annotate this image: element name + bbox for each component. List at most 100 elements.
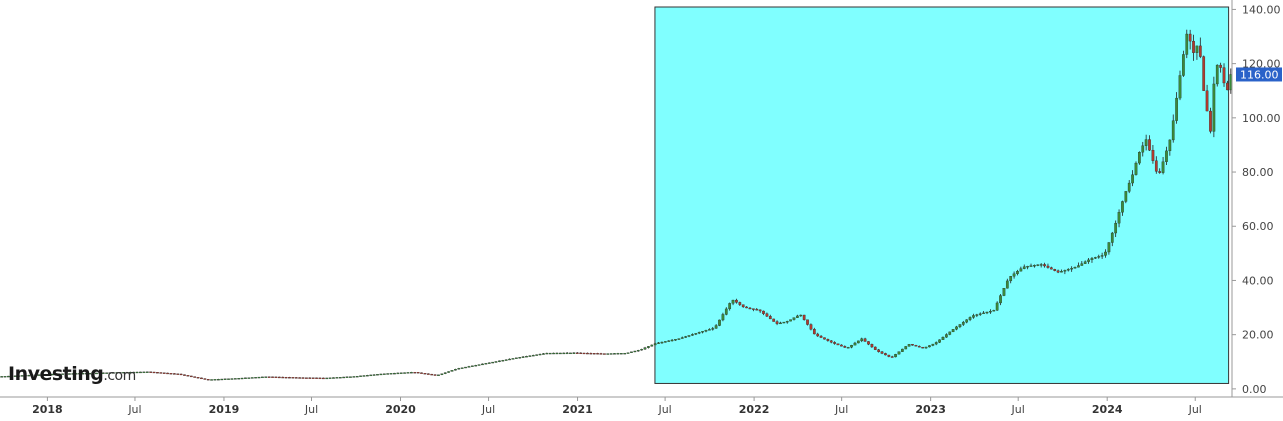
candle-body <box>1219 64 1222 68</box>
candle-body <box>1182 54 1185 76</box>
candle-body <box>477 364 481 366</box>
x-axis: 2018 Jul 2019 Jul 2020 Jul 2021 Jul 2022 Jul 2023 J… <box>0 396 1283 416</box>
candle-body <box>799 314 803 317</box>
candle-body <box>1127 182 1131 192</box>
candle-body <box>592 353 596 355</box>
candle-body <box>955 326 958 330</box>
candle-body <box>1192 40 1195 53</box>
candle-body <box>518 357 522 359</box>
candle-body <box>40 374 44 376</box>
candle-body <box>1212 83 1216 132</box>
candle-body <box>897 351 901 355</box>
candle-body <box>829 340 833 343</box>
candle-body <box>1205 90 1209 112</box>
candle-body <box>867 341 870 345</box>
candle-body <box>173 373 176 375</box>
candle-body <box>667 340 671 342</box>
candle-body <box>785 321 789 323</box>
candle-body <box>1171 120 1175 141</box>
candle-body <box>328 377 332 379</box>
candle-body <box>931 343 935 346</box>
brand-suffix: .com <box>103 368 136 384</box>
candle-body <box>1073 267 1077 269</box>
candle-body <box>572 352 576 354</box>
candle-body <box>779 322 782 325</box>
candle-body <box>335 377 339 379</box>
candle-body <box>548 352 552 355</box>
candle-body <box>1066 269 1070 271</box>
candle-body <box>643 347 647 350</box>
candle-body <box>20 375 24 377</box>
candle-body <box>677 338 681 340</box>
investing-logo[interactable]: Investing.com <box>8 363 136 385</box>
last-price-marker: 116.00 <box>1236 67 1282 82</box>
candle-body <box>863 338 867 342</box>
candle-body <box>1144 139 1148 146</box>
candle-body <box>1175 97 1178 121</box>
candle-body <box>342 376 346 379</box>
candle-body <box>362 375 366 377</box>
candle-body <box>792 317 796 320</box>
candle-body <box>203 378 207 380</box>
candle-body <box>95 372 98 375</box>
candle-body <box>1195 45 1199 53</box>
candle-body <box>657 342 660 344</box>
candle-body <box>992 310 996 312</box>
candle-body <box>491 361 495 364</box>
candle-body <box>860 338 864 342</box>
x-tick-label: 2020 <box>385 403 416 416</box>
candle-body <box>57 373 61 375</box>
candle-body <box>1002 288 1006 296</box>
candle-body <box>332 377 335 379</box>
candle-body <box>311 377 315 379</box>
candle-body <box>1134 162 1138 175</box>
x-tick-label: Jul <box>1011 403 1025 416</box>
candle-body <box>240 377 244 380</box>
candle-body <box>856 340 860 344</box>
candle-body <box>345 376 349 378</box>
candle-body <box>985 311 989 314</box>
candle-body <box>647 346 650 348</box>
candle-body <box>877 349 881 352</box>
x-tick-label: 2018 <box>32 403 63 416</box>
candle-body <box>752 308 755 310</box>
candle-body <box>179 373 183 376</box>
candle-body <box>894 354 897 358</box>
candle-body <box>1161 161 1165 173</box>
candle-body <box>1148 139 1151 151</box>
candle-body <box>101 372 105 374</box>
candle-body <box>213 379 217 381</box>
candle-body <box>44 374 48 376</box>
x-tick-label: 2019 <box>209 403 240 416</box>
candle-body <box>132 371 136 374</box>
candle-body <box>535 354 539 356</box>
candle-body <box>687 335 691 337</box>
candle-body <box>460 367 464 369</box>
candle-body <box>1117 212 1121 224</box>
candle-body <box>416 372 420 374</box>
candle-body <box>545 352 549 355</box>
candle-body <box>169 373 173 375</box>
y-tick-label: 20.00 <box>1242 329 1274 342</box>
candle-body <box>61 373 64 375</box>
candle-body <box>531 354 535 357</box>
candle-body <box>349 376 352 378</box>
candle-body <box>569 352 572 355</box>
candle-body <box>494 361 498 363</box>
candle-body <box>521 356 525 358</box>
candle-body <box>606 353 610 355</box>
candle-body <box>457 368 461 370</box>
candle-body <box>437 374 440 376</box>
candle-body <box>907 344 911 347</box>
candle-body <box>914 345 918 347</box>
candle-body <box>135 371 139 374</box>
candle-body <box>24 375 27 377</box>
candle-body <box>670 339 674 342</box>
candle-body <box>1043 264 1046 267</box>
y-tick-label: 60.00 <box>1242 220 1274 233</box>
candle-body <box>948 331 952 335</box>
candle-body <box>636 350 640 352</box>
candle-body <box>261 376 264 379</box>
candle-body <box>504 359 508 361</box>
